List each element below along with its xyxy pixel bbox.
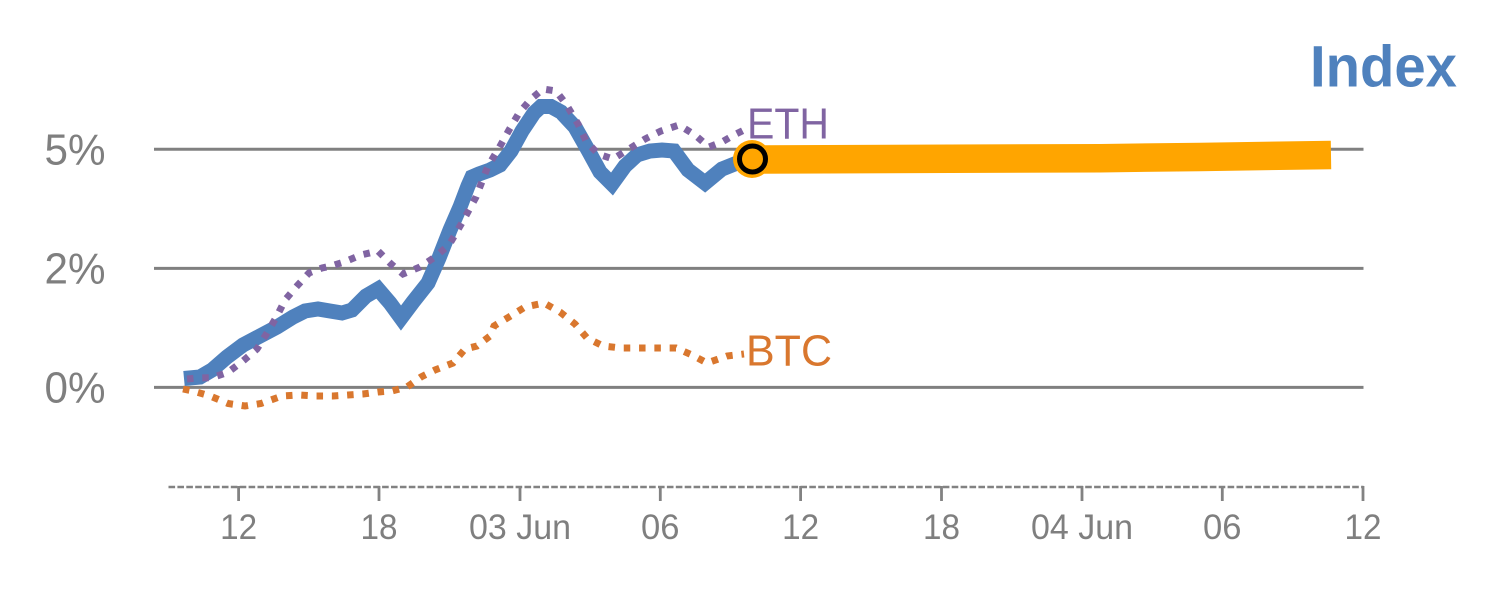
svg-text:18: 18 [923,507,960,547]
svg-text:12: 12 [220,507,257,547]
svg-text:0%: 0% [45,363,106,412]
svg-text:Index: Index [1310,35,1457,100]
svg-text:BTC: BTC [746,327,832,376]
svg-text:ETH: ETH [747,100,829,149]
svg-text:04 Jun: 04 Jun [1031,507,1133,547]
svg-text:03 Jun: 03 Jun [469,507,571,547]
svg-text:2%: 2% [45,245,106,294]
svg-text:18: 18 [361,507,398,547]
svg-text:06: 06 [641,507,680,547]
svg-text:5%: 5% [45,125,106,174]
svg-text:12: 12 [1345,507,1382,547]
svg-text:06: 06 [1203,507,1242,547]
svg-text:12: 12 [782,507,819,547]
